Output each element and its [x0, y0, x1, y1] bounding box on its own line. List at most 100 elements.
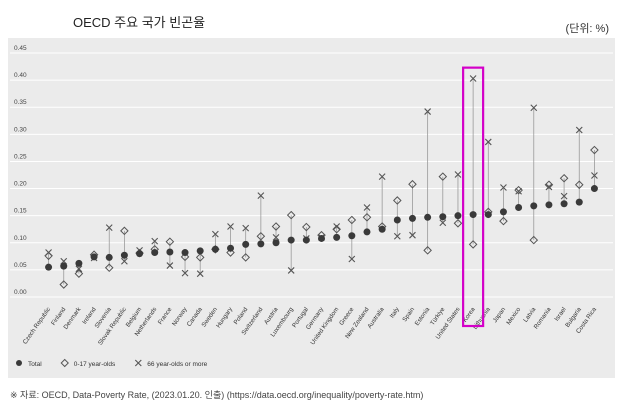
point-total	[318, 234, 325, 242]
point-66-or-more	[348, 255, 356, 263]
point-66-or-more	[575, 126, 583, 134]
point-0-17	[423, 246, 432, 255]
point-0-17	[256, 231, 266, 241]
point-0-17	[408, 179, 417, 189]
point-total	[211, 245, 219, 253]
point-0-17	[347, 215, 357, 225]
point-66-or-more	[393, 232, 401, 240]
point-total	[348, 232, 356, 240]
point-66-or-more	[105, 224, 113, 231]
y-tick-label: 0.45	[14, 45, 27, 52]
x-tick-label: United Kingdom	[309, 306, 340, 346]
highlight-box	[462, 66, 485, 328]
point-66-or-more	[257, 192, 265, 199]
point-66-or-more	[454, 171, 462, 178]
point-66-or-more	[211, 230, 219, 238]
point-total	[257, 240, 265, 248]
point-66-or-more	[287, 267, 295, 274]
y-tick-label: 0.25	[14, 153, 27, 160]
point-66-or-more	[560, 192, 568, 200]
point-0-17	[120, 226, 129, 236]
point-0-17	[574, 180, 584, 190]
point-0-17	[226, 248, 235, 257]
point-total	[151, 249, 159, 257]
point-total	[439, 213, 447, 221]
point-0-17	[59, 280, 69, 289]
point-total	[196, 247, 204, 255]
point-0-17	[529, 235, 539, 245]
point-66-or-more	[181, 269, 189, 277]
y-tick-label: 0.20	[14, 181, 27, 188]
point-0-17	[241, 253, 250, 262]
y-tick-label: 0.40	[14, 72, 27, 79]
point-66-or-more	[151, 237, 159, 245]
point-total	[484, 211, 492, 219]
point-0-17	[165, 237, 175, 247]
point-0-17	[590, 145, 599, 155]
point-66-or-more	[272, 233, 280, 241]
unit-label: (단위: %)	[565, 23, 609, 35]
point-total	[408, 214, 416, 222]
point-66-or-more	[545, 183, 553, 191]
point-66-or-more	[121, 257, 128, 265]
point-66-or-more	[363, 204, 371, 211]
x-tick-label: Hungary	[215, 305, 235, 329]
point-total	[181, 249, 189, 257]
point-66-or-more	[242, 224, 250, 232]
point-0-17	[302, 222, 311, 232]
point-total	[166, 248, 174, 256]
point-total	[560, 200, 568, 208]
chart-panel: 0.00 0.05 0.10 0.15 0.20 0.25 0.30 0.35 0.40 0.45…	[8, 38, 615, 378]
legend-marker-66-or-more	[134, 359, 142, 367]
point-total	[302, 236, 310, 244]
point-66-or-more	[166, 262, 174, 269]
chart-title: OECD 주요 국가 빈곤율	[73, 15, 206, 30]
point-0-17	[438, 172, 448, 181]
point-total	[363, 228, 371, 236]
point-total	[454, 212, 462, 220]
point-total	[287, 236, 295, 244]
point-66-or-more	[227, 223, 234, 230]
point-66-or-more	[196, 270, 204, 278]
point-0-17	[44, 251, 53, 261]
source-note: ※ 자료: OECD, Data-Poverty Rate, (2023.01.…	[10, 390, 424, 400]
x-tick-label: Czech Republic	[22, 306, 53, 346]
point-total	[499, 208, 507, 216]
legend-label: 0-17 year-olds	[74, 361, 116, 368]
x-tick-label: Israel	[553, 306, 567, 322]
legend-label: Total	[28, 361, 42, 368]
point-0-17	[332, 224, 341, 234]
point-66-or-more	[591, 172, 598, 179]
legend-marker-total	[16, 360, 22, 366]
point-66-or-more	[75, 265, 83, 273]
point-total	[590, 185, 598, 193]
point-0-17	[453, 218, 463, 228]
point-0-17	[74, 269, 84, 278]
y-tick-label: 0.10	[14, 235, 27, 242]
point-total	[530, 202, 538, 210]
point-total	[515, 204, 523, 212]
point-total	[120, 251, 128, 259]
x-tick-label: Spain	[401, 306, 416, 323]
point-total	[227, 244, 235, 252]
point-66-or-more	[60, 257, 68, 265]
point-total	[378, 225, 386, 233]
point-total	[575, 198, 583, 206]
y-tick-label: 0.30	[14, 126, 27, 133]
point-total	[242, 240, 250, 248]
point-66-or-more	[333, 223, 341, 230]
point-total	[75, 259, 83, 267]
y-tick-label: 0.05	[14, 262, 27, 269]
point-66-or-more	[484, 138, 492, 146]
y-tick-label: 0.15	[14, 208, 27, 215]
point-total	[90, 253, 98, 261]
point-total	[45, 263, 53, 271]
point-66-or-more	[530, 104, 538, 112]
point-0-17	[286, 210, 296, 220]
point-66-or-more	[469, 75, 477, 82]
point-0-17	[544, 180, 554, 190]
point-0-17	[180, 252, 190, 262]
point-0-17	[559, 173, 569, 183]
x-tick-label: Italy	[389, 305, 402, 319]
point-0-17	[362, 212, 372, 222]
